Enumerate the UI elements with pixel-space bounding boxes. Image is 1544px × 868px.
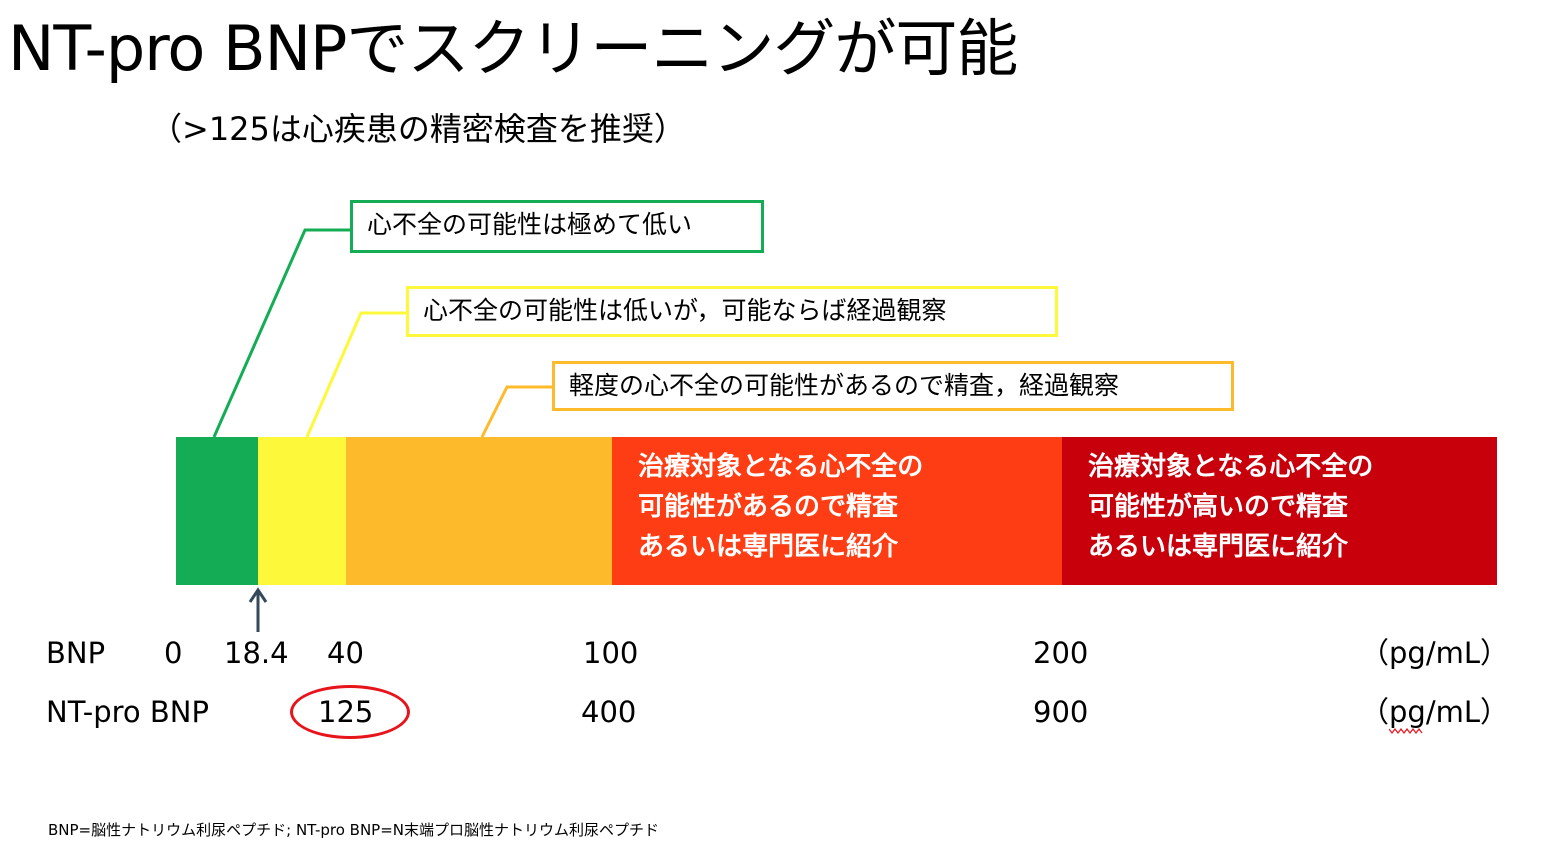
segment-text-line: 治療対象となる心不全の <box>638 452 924 482</box>
bar-segment-likely-treatment-text: 治療対象となる心不全の 可能性が高いので精査 あるいは専門医に紹介 <box>1088 447 1373 567</box>
spellcheck-squiggle-icon <box>1389 728 1423 734</box>
callout-low-text: 心不全の可能性は低いが，可能ならば経過観察 <box>423 296 947 325</box>
page-title: NT-pro BNPでスクリーニングが可能 <box>8 12 1018 85</box>
ntprobnp-tick-400: 400 <box>581 695 637 729</box>
leader-line-green <box>212 228 352 438</box>
bnp-tick-100: 100 <box>583 636 639 670</box>
ntprobnp-label: NT-pro BNP <box>46 695 209 729</box>
ntprobnp-tick-900: 900 <box>1033 695 1089 729</box>
bar-segment-possible-treatment-text: 治療対象となる心不全の 可能性があるので精査 あるいは専門医に紹介 <box>638 447 923 567</box>
arrow-up-icon <box>248 587 268 632</box>
bnp-tick-18-4: 18.4 <box>224 636 289 670</box>
bar-segment-possible-treatment: 治療対象となる心不全の 可能性があるので精査 あるいは専門医に紹介 <box>612 437 1062 585</box>
segment-text-line: 可能性が高いので精査 <box>1088 492 1349 522</box>
bar-segment-mild <box>346 437 612 585</box>
segment-text-line: 可能性があるので精査 <box>638 492 899 522</box>
bnp-tick-0: 0 <box>164 636 183 670</box>
callout-low: 心不全の可能性は低いが，可能ならば経過観察 <box>406 286 1058 337</box>
bar-segment-low <box>258 437 346 585</box>
callout-mild: 軽度の心不全の可能性があるので精査，経過観察 <box>552 361 1234 411</box>
highlight-ellipse <box>290 685 410 739</box>
callout-very-low-text: 心不全の可能性は極めて低い <box>367 210 693 239</box>
bnp-label: BNP <box>46 636 106 670</box>
bnp-tick-40: 40 <box>327 636 364 670</box>
bnp-unit: （pg/mL） <box>1360 636 1509 670</box>
segment-text-line: あるいは専門医に紹介 <box>1088 532 1349 562</box>
footnote: BNP=脳性ナトリウム利尿ペプチド; NT-pro BNP=N末端プロ脳性ナトリ… <box>48 821 660 839</box>
bar-segment-likely-treatment: 治療対象となる心不全の 可能性が高いので精査 あるいは専門医に紹介 <box>1062 437 1497 585</box>
bar-segment-very-low <box>176 437 258 585</box>
segment-text-line: あるいは専門医に紹介 <box>638 532 899 562</box>
ntprobnp-tick-125: 125 <box>318 695 374 729</box>
ntprobnp-unit: （pg/mL） <box>1360 695 1509 729</box>
leader-line-orange <box>480 385 554 438</box>
callout-very-low: 心不全の可能性は極めて低い <box>350 200 764 253</box>
page-subtitle: （>125は心疾患の精密検査を推奨） <box>150 110 686 148</box>
bnp-tick-200: 200 <box>1033 636 1089 670</box>
segment-text-line: 治療対象となる心不全の <box>1088 452 1374 482</box>
leader-line-yellow <box>305 311 408 438</box>
callout-mild-text: 軽度の心不全の可能性があるので精査，経過観察 <box>569 371 1120 400</box>
